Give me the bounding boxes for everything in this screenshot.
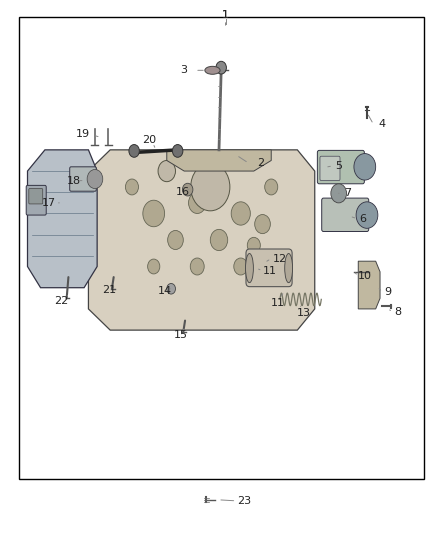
- Polygon shape: [167, 150, 271, 171]
- Circle shape: [254, 215, 270, 233]
- Text: 12: 12: [273, 254, 287, 263]
- Circle shape: [231, 202, 251, 225]
- Text: 15: 15: [174, 330, 188, 341]
- FancyBboxPatch shape: [322, 198, 369, 231]
- FancyBboxPatch shape: [70, 167, 96, 191]
- Text: 21: 21: [102, 285, 117, 295]
- Circle shape: [148, 259, 160, 274]
- Circle shape: [168, 230, 184, 249]
- Circle shape: [173, 144, 183, 157]
- Polygon shape: [88, 150, 315, 330]
- Circle shape: [191, 163, 230, 211]
- Text: 1: 1: [222, 10, 229, 20]
- Text: 2: 2: [257, 158, 264, 168]
- Circle shape: [210, 229, 228, 251]
- FancyBboxPatch shape: [320, 156, 340, 181]
- Circle shape: [188, 192, 206, 214]
- Circle shape: [183, 183, 193, 196]
- Circle shape: [265, 179, 278, 195]
- Text: 5: 5: [335, 161, 342, 171]
- Text: 9: 9: [384, 287, 391, 297]
- Ellipse shape: [285, 254, 293, 282]
- Circle shape: [354, 154, 376, 180]
- Text: 23: 23: [237, 496, 251, 506]
- Text: 4: 4: [378, 119, 386, 130]
- Circle shape: [356, 202, 378, 228]
- Bar: [19, 17, 424, 479]
- Circle shape: [158, 160, 176, 182]
- Text: 18: 18: [67, 175, 81, 185]
- Text: 13: 13: [297, 308, 311, 318]
- Circle shape: [143, 200, 165, 227]
- Circle shape: [87, 169, 103, 189]
- FancyBboxPatch shape: [29, 189, 43, 204]
- Text: 17: 17: [41, 198, 56, 208]
- Text: 16: 16: [177, 187, 191, 197]
- Ellipse shape: [246, 254, 253, 282]
- Circle shape: [129, 144, 139, 157]
- FancyBboxPatch shape: [26, 185, 46, 215]
- Polygon shape: [358, 261, 380, 309]
- Polygon shape: [28, 150, 97, 288]
- Text: 1: 1: [222, 10, 229, 20]
- Circle shape: [125, 179, 138, 195]
- FancyBboxPatch shape: [318, 150, 364, 184]
- Text: 11: 11: [271, 297, 285, 308]
- Text: 7: 7: [344, 188, 351, 198]
- Text: 6: 6: [359, 214, 366, 224]
- Text: 3: 3: [180, 66, 187, 75]
- Circle shape: [190, 258, 204, 275]
- Circle shape: [167, 284, 176, 294]
- Text: 22: 22: [54, 296, 68, 306]
- Circle shape: [216, 61, 226, 74]
- Text: 8: 8: [394, 306, 401, 317]
- Circle shape: [247, 237, 260, 253]
- Circle shape: [331, 184, 346, 203]
- Text: 11: 11: [262, 266, 276, 276]
- Text: 10: 10: [357, 271, 371, 281]
- FancyBboxPatch shape: [246, 249, 292, 287]
- Text: 14: 14: [158, 286, 172, 296]
- Text: 19: 19: [76, 129, 90, 139]
- Text: 20: 20: [142, 135, 156, 146]
- Ellipse shape: [205, 66, 220, 74]
- Circle shape: [234, 258, 248, 275]
